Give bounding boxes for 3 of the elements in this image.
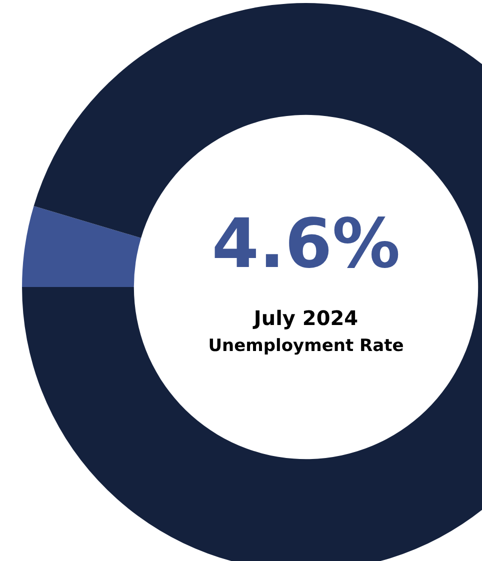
text: Unemployment Rate <box>207 336 405 356</box>
text: July 2024 <box>252 306 360 330</box>
text: 4.6% <box>210 204 402 286</box>
